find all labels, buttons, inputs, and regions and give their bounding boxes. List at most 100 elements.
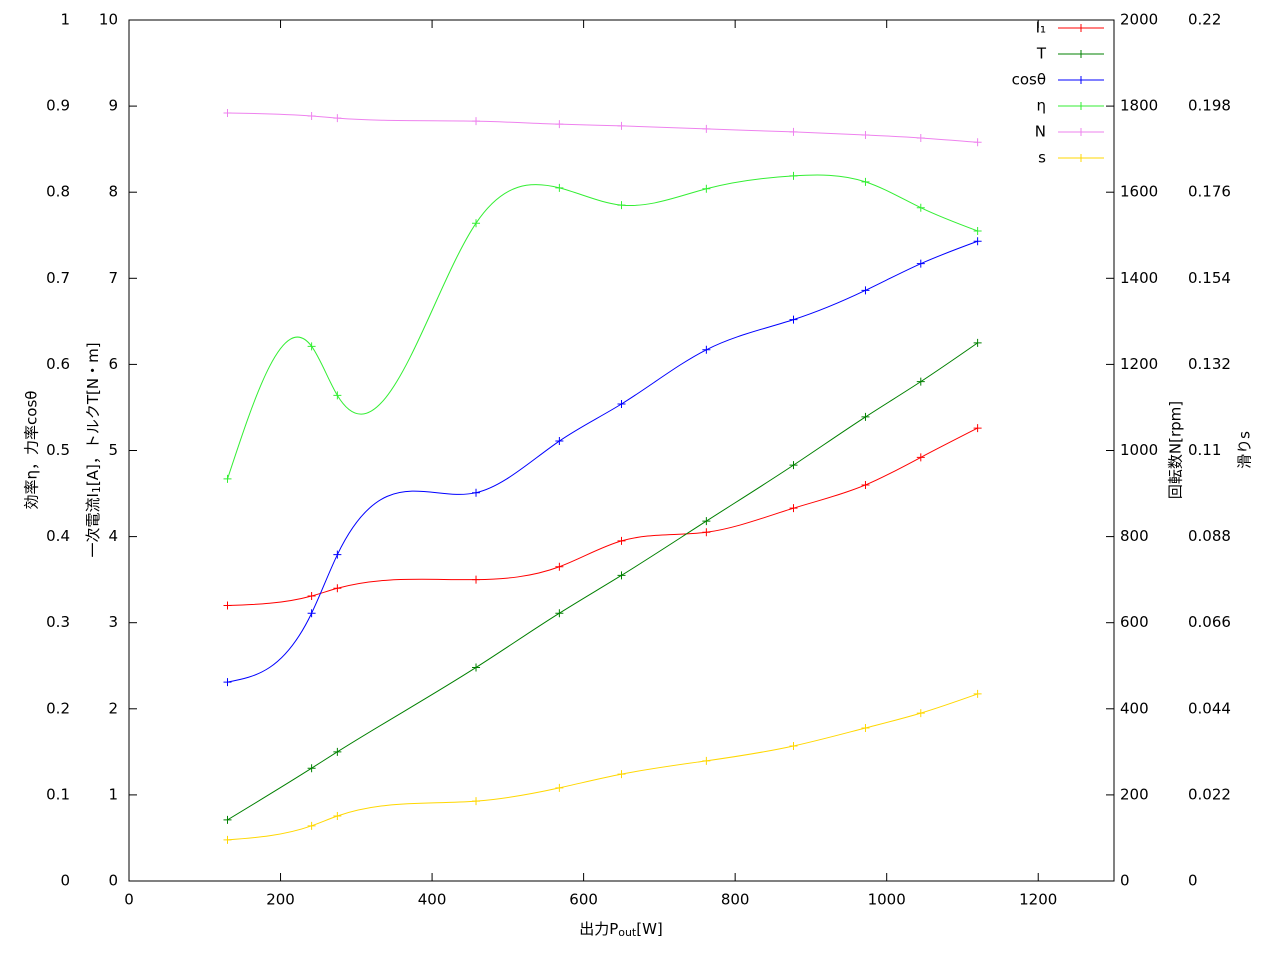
point-marker (472, 575, 481, 584)
x-tick-label: 200 (266, 891, 295, 909)
x-tick-label: 0 (124, 891, 134, 909)
y4-axis-label: 滑りs (1236, 431, 1254, 469)
point-marker (789, 315, 798, 324)
y-tick-label: 0.6 (46, 355, 70, 373)
y-tick-label: 2 (108, 699, 118, 717)
legend-marker (1077, 50, 1085, 58)
x-axis-label-part: out (618, 926, 637, 939)
y-tick-label: 800 (1120, 527, 1149, 545)
y-tick-label: 8 (108, 183, 118, 201)
point-marker (702, 517, 711, 526)
y3-axis-label: 一次電流I1[A]，トルクT[N・m] (84, 342, 104, 557)
point-marker (916, 377, 925, 386)
point-marker (702, 528, 711, 537)
point-marker (702, 756, 711, 765)
y-tick-label: 0.1 (46, 785, 70, 803)
point-marker (861, 177, 870, 186)
point-marker (861, 286, 870, 295)
point-marker (472, 219, 481, 228)
y-tick-label: 0.2 (46, 699, 70, 717)
y-tick-label: 0.198 (1188, 97, 1231, 115)
y-tick-label: 6 (108, 355, 118, 373)
point-marker (916, 709, 925, 718)
x-tick-label: 600 (569, 891, 598, 909)
x-tick-label: 1000 (868, 891, 906, 909)
point-marker (861, 723, 870, 732)
point-marker (973, 237, 982, 246)
y-tick-label: 0.8 (46, 183, 70, 201)
point-marker (861, 480, 870, 489)
y2-axis-label: 回転数N[rpm] (1167, 401, 1185, 499)
point-marker (472, 663, 481, 672)
point-marker (973, 138, 982, 147)
point-marker (789, 461, 798, 470)
point-marker (617, 536, 626, 545)
point-marker (307, 592, 316, 601)
legend-label: η (1036, 97, 1046, 115)
point-marker (555, 120, 564, 129)
legend-marker (1077, 154, 1085, 162)
x-axis-label-part: [W] (636, 920, 663, 938)
point-marker (789, 171, 798, 180)
point-marker (307, 821, 316, 830)
point-marker (916, 259, 925, 268)
y-tick-label: 1400 (1120, 269, 1158, 287)
point-marker (973, 689, 982, 698)
point-marker (702, 124, 711, 133)
y-tick-label: 400 (1120, 699, 1149, 717)
series-line (227, 174, 978, 480)
legend-label: I₁ (1036, 19, 1046, 37)
y-tick-label: 0.132 (1188, 355, 1231, 373)
point-marker (617, 201, 626, 210)
legend-marker (1077, 24, 1085, 32)
y-tick-label: 0 (1188, 872, 1198, 890)
point-marker (223, 835, 232, 844)
point-marker (973, 338, 982, 347)
y-tick-label: 600 (1120, 613, 1149, 631)
y-tick-label: 0.9 (46, 97, 70, 115)
point-marker (916, 133, 925, 142)
y-tick-label: 3 (108, 613, 118, 631)
point-marker (916, 453, 925, 462)
point-marker (223, 108, 232, 117)
y-tick-label: 0.22 (1188, 11, 1221, 29)
point-marker (223, 815, 232, 824)
y-tick-label: 5 (108, 441, 118, 459)
point-marker (333, 812, 342, 821)
y-tick-label: 0.044 (1188, 699, 1231, 717)
point-marker (555, 609, 564, 618)
legend-label: s (1038, 149, 1046, 167)
point-marker (861, 130, 870, 139)
y-tick-label: 1000 (1120, 441, 1158, 459)
y-tick-label: 0.5 (46, 441, 70, 459)
y-tick-label: 0.176 (1188, 183, 1231, 201)
point-marker (223, 601, 232, 610)
x-axis-label: 出力Pout[W] (579, 920, 663, 940)
legend-marker (1077, 76, 1085, 84)
series-line (227, 240, 978, 683)
y-tick-label: 1 (108, 785, 118, 803)
legend-label: N (1035, 123, 1046, 141)
y-tick-label: 0.022 (1188, 785, 1231, 803)
point-marker (973, 424, 982, 433)
point-marker (223, 678, 232, 687)
point-marker (307, 112, 316, 121)
point-marker (472, 488, 481, 497)
point-marker (333, 550, 342, 559)
point-marker (555, 562, 564, 571)
y-tick-label: 0.11 (1188, 441, 1221, 459)
y-tick-label: 4 (108, 527, 118, 545)
point-marker (702, 184, 711, 193)
point-marker (617, 571, 626, 580)
y-tick-label: 0 (1120, 872, 1130, 890)
point-marker (555, 437, 564, 446)
legend-label: cosθ (1012, 71, 1046, 89)
point-marker (333, 391, 342, 400)
point-marker (223, 474, 232, 483)
y-tick-label: 1200 (1120, 355, 1158, 373)
y-tick-label: 0.4 (46, 527, 70, 545)
point-marker (555, 183, 564, 192)
point-marker (789, 741, 798, 750)
y3-axis-label-part: 一次電流I (84, 493, 102, 557)
